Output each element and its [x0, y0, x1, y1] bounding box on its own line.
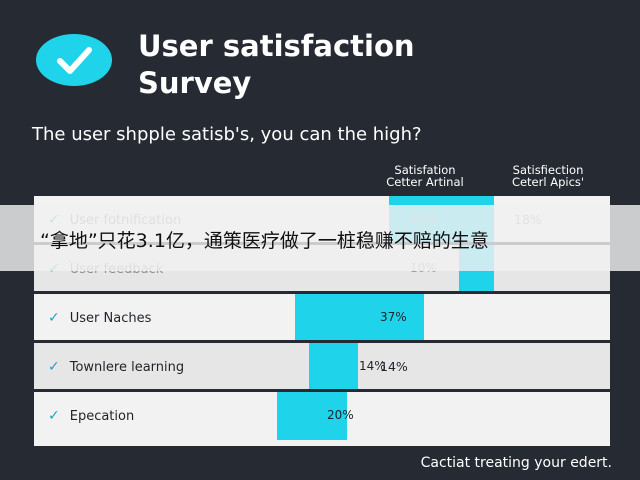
series-1-value-label: 14% — [359, 359, 386, 373]
column-header-1-line1: Satisfation — [394, 163, 456, 177]
series-1-value-label: 37% — [380, 310, 407, 324]
series-1-bar — [277, 392, 347, 440]
check-circle-icon — [36, 34, 112, 86]
overlay-headline: “拿地”只花3.1亿，通策医疗做了一桩稳赚不赔的生意 — [40, 230, 489, 252]
category-label: ✓ User Naches — [48, 294, 151, 342]
series-1-bar — [309, 343, 358, 391]
category-text: Epecation — [69, 408, 135, 424]
series-1-bar — [294, 294, 424, 342]
category-label: ✓ Epecation — [48, 392, 134, 440]
row-separator — [34, 291, 610, 294]
footer-caption: Cactiat treating your edert. — [420, 455, 612, 471]
row-separator — [34, 389, 610, 392]
check-icon: ✓ — [48, 408, 60, 424]
series-1-value-label: 20% — [327, 408, 354, 422]
category-label: ✓ Townlere learning — [48, 343, 184, 391]
column-header-2-line1: Satisfiection — [512, 163, 584, 177]
category-text: Townlere learning — [69, 359, 185, 375]
headline-overlay — [0, 205, 640, 271]
column-header-2: Satisfiection Ceterl Apics' — [494, 164, 602, 188]
check-icon: ✓ — [48, 359, 60, 375]
page-subtitle: The user shpple satisb's, you can the hi… — [32, 124, 422, 145]
column-header-1: Satisfation Cetter Artinal — [366, 164, 484, 188]
category-text: User Naches — [69, 310, 152, 326]
column-header-1-line2: Cetter Artinal — [386, 175, 464, 189]
check-icon: ✓ — [48, 310, 60, 326]
series-2-value-label: 14% — [380, 359, 408, 374]
column-header-2-line2: Ceterl Apics' — [511, 175, 585, 189]
row-separator — [34, 340, 610, 343]
page-title: User satisfaction Survey — [138, 29, 415, 100]
